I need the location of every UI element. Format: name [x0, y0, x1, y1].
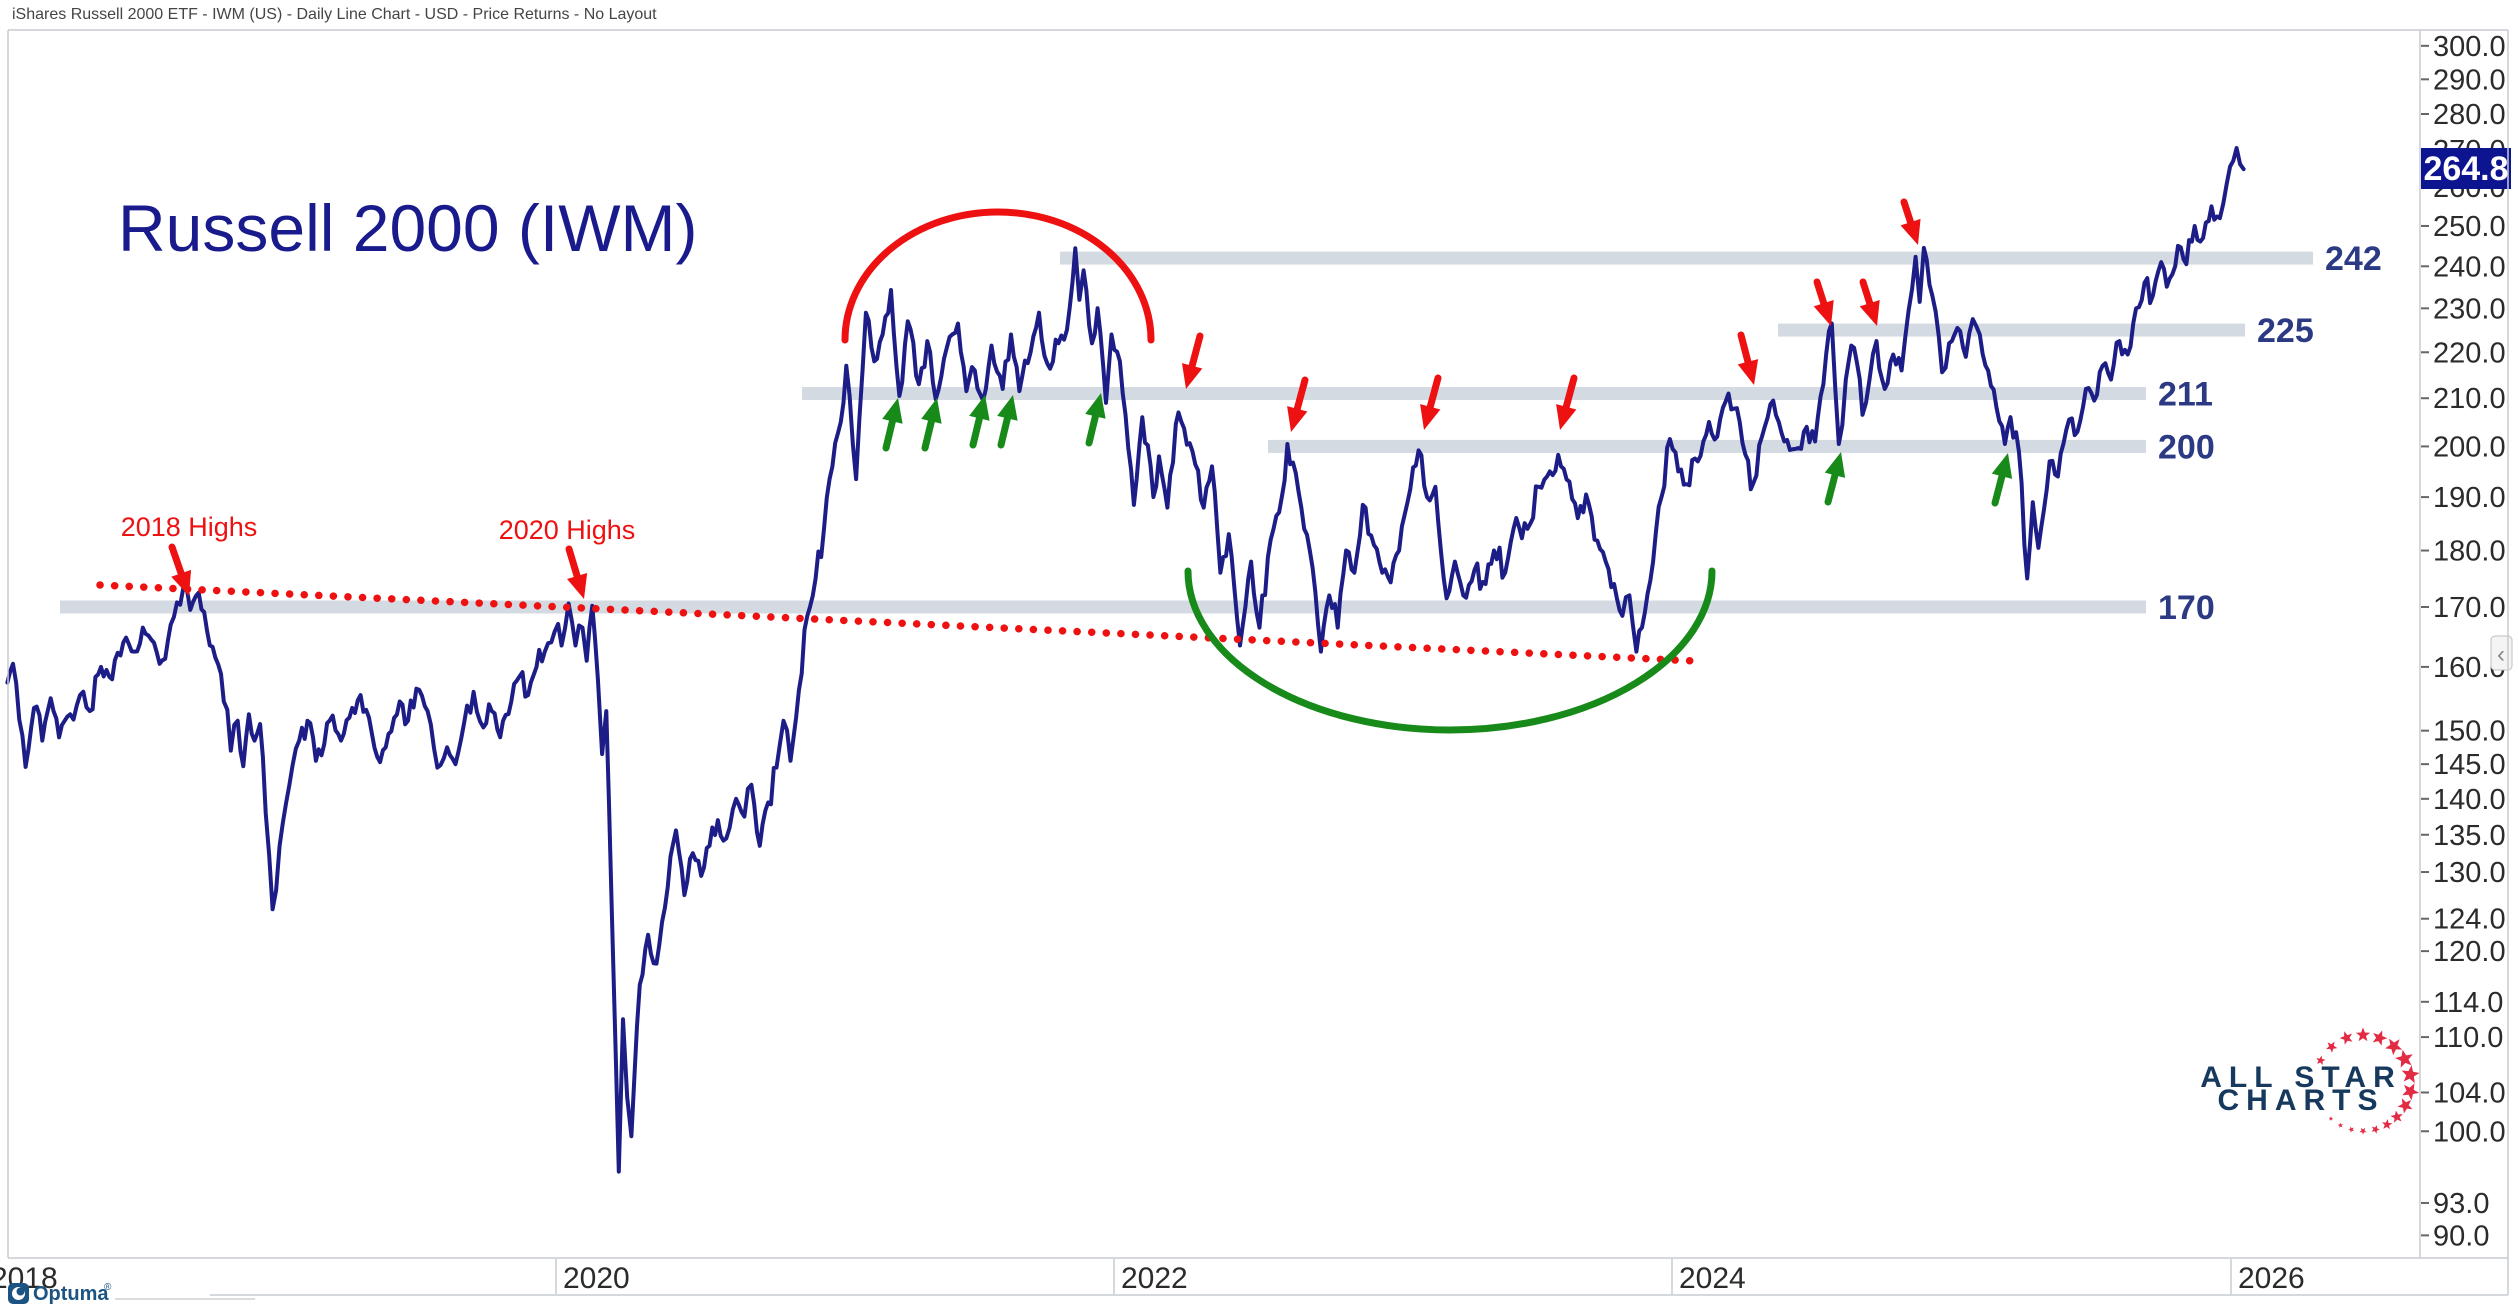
y-tick-label-124: 124.0 [2433, 904, 2506, 936]
y-tick-label-120: 120.0 [2433, 936, 2506, 968]
bullish-arrow-head-11 [921, 398, 942, 424]
bullish-arrow-head-12 [969, 395, 990, 421]
annotation-2018-highs: 2018 Highs [120, 512, 258, 542]
y-tick-label-220: 220.0 [2433, 337, 2506, 369]
y-tick-label-150: 150.0 [2433, 716, 2506, 748]
bullish-arrow-head-15 [1824, 452, 1846, 478]
price-level-band-200 [1268, 439, 2146, 453]
y-tick-label-290: 290.0 [2433, 64, 2506, 96]
star-icon-8 [2402, 1083, 2420, 1101]
axis-collapse-button[interactable] [2490, 635, 2513, 671]
x-axis-year-2022: 2022 [1121, 1262, 1188, 1295]
bearish-arrow-head-4 [1420, 404, 1441, 430]
y-tick-label-114: 114.0 [2433, 987, 2503, 1019]
price-level-label-242: 242 [2325, 240, 2382, 278]
y-tick-label-104: 104.0 [2433, 1078, 2506, 1110]
y-tick-label-140: 140.0 [2433, 784, 2506, 816]
star-icon-13 [2359, 1127, 2367, 1135]
y-tick-label-180: 180.0 [2433, 536, 2506, 568]
bearish-arrow-head-9 [1900, 218, 1921, 245]
distribution-arc [841, 208, 1155, 344]
star-icon-9 [2397, 1098, 2413, 1114]
optuma-logo-trademark: ® [104, 1282, 112, 1293]
star-icon-15 [2337, 1122, 2343, 1128]
price-level-label-211: 211 [2158, 376, 2213, 414]
star-icon-7 [2401, 1065, 2420, 1084]
dotted-trendline [96, 581, 1699, 665]
price-level-band-170 [60, 600, 2146, 614]
iwm-price-line [5, 146, 2246, 1174]
bearish-arrow-head-3 [1287, 406, 1308, 432]
bullish-arrow-head-14 [1085, 393, 1106, 419]
y-tick-label-145: 145.0 [2433, 749, 2506, 781]
optuma-logo-text: Optuma [33, 1283, 109, 1305]
star-icon-1 [2326, 1041, 2338, 1053]
bearish-arrow-head-0 [171, 569, 192, 596]
bearish-arrow-head-1 [567, 572, 588, 599]
y-tick-label-110: 110.0 [2433, 1022, 2503, 1054]
star-icon-10 [2390, 1110, 2403, 1123]
y-tick-label-90: 90.0 [2433, 1220, 2489, 1252]
price-level-band-242 [1060, 251, 2313, 265]
star-icon-14 [2348, 1126, 2355, 1133]
accumulation-arc [1184, 567, 1716, 734]
price-level-label-200: 200 [2158, 428, 2215, 466]
bearish-arrow-head-2 [1181, 363, 1203, 389]
bearish-arrow-shaft-2 [1187, 332, 1204, 376]
bearish-arrow-head-7 [1813, 299, 1834, 326]
bullish-arrow-head-16 [1991, 453, 2013, 479]
star-icon-4 [2372, 1030, 2388, 1046]
y-tick-label-130: 130.0 [2433, 857, 2506, 889]
chart-title: Russell 2000 (IWM) [118, 191, 698, 265]
window-titlebar: iShares Russell 2000 ETF - IWM (US) - Da… [0, 0, 2518, 28]
last-price-badge-value: 264.8 [2423, 150, 2508, 188]
y-tick-label-200: 200.0 [2433, 431, 2506, 463]
y-tick-label-240: 240.0 [2433, 251, 2506, 283]
price-level-band-225 [1778, 323, 2245, 337]
last-price-badge [2421, 148, 2511, 189]
x-axis-year-2026: 2026 [2238, 1262, 2305, 1295]
star-icon-5 [2385, 1038, 2403, 1056]
star-icon-2 [2339, 1031, 2353, 1045]
star-icon-3 [2355, 1027, 2371, 1042]
bullish-arrow-head-10 [882, 398, 903, 424]
y-tick-label-190: 190.0 [2433, 482, 2506, 514]
bearish-arrow-head-5 [1556, 404, 1577, 430]
y-tick-label-300: 300.0 [2433, 31, 2506, 63]
star-icon-12 [2371, 1125, 2380, 1134]
y-tick-label-250: 250.0 [2433, 211, 2506, 243]
price-level-label-170: 170 [2158, 589, 2215, 627]
bearish-arrow-head-8 [1859, 299, 1880, 326]
y-tick-label-280: 280.0 [2433, 99, 2506, 131]
star-icon-16 [2328, 1116, 2334, 1121]
allstarcharts-logo-line1: ALL STAR [2200, 1061, 2402, 1094]
allstarcharts-logo-line2: CHARTS [2218, 1084, 2385, 1117]
price-level-label-225: 225 [2257, 312, 2314, 350]
star-icon-11 [2382, 1119, 2393, 1130]
x-axis-year-2024: 2024 [1679, 1262, 1746, 1295]
star-icon-6 [2395, 1049, 2413, 1068]
y-tick-label-135: 135.0 [2433, 820, 2506, 852]
annotation-2020-highs: 2020 Highs [498, 515, 636, 545]
bullish-arrow-head-13 [997, 395, 1018, 421]
chevron-left-icon: ‹ [2497, 641, 2505, 668]
x-axis-year-2020: 2020 [563, 1262, 630, 1295]
titlebar-text: iShares Russell 2000 ETF - IWM (US) - Da… [12, 6, 657, 23]
y-tick-label-93: 93.0 [2433, 1188, 2489, 1220]
y-tick-label-210: 210.0 [2433, 383, 2506, 415]
y-tick-label-100: 100.0 [2433, 1116, 2506, 1148]
star-icon-0 [2316, 1055, 2326, 1065]
bearish-arrow-head-6 [1737, 359, 1759, 385]
y-tick-label-170: 170.0 [2433, 592, 2506, 624]
price-level-band-211 [802, 387, 2146, 401]
y-tick-label-230: 230.0 [2433, 293, 2506, 325]
optuma-logo-swoosh-inner [16, 1287, 25, 1296]
